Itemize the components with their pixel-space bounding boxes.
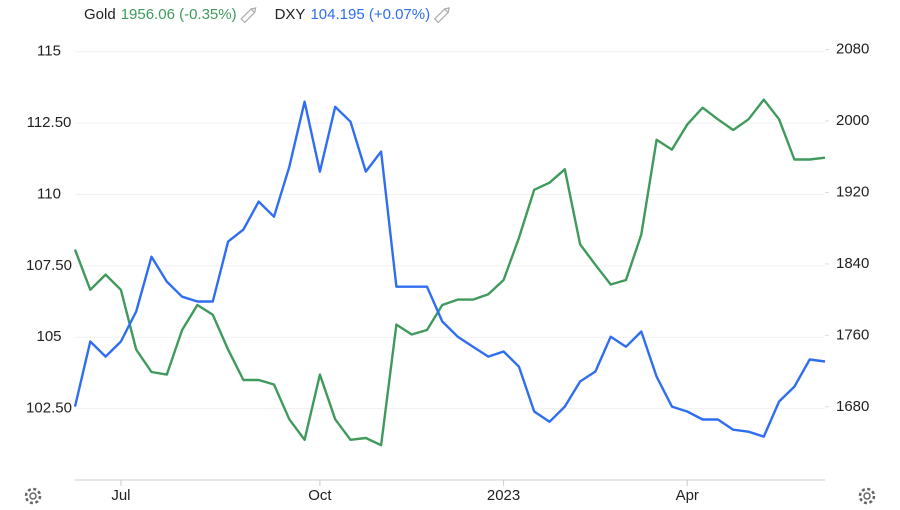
legend-name: Gold [84,6,116,23]
edit-icon[interactable] [240,6,257,24]
gear-hub [29,492,37,500]
legend-name: DXY [275,6,306,23]
y2-tick-label: 2000 [836,112,869,129]
x-tick-label: Oct [308,487,332,504]
pencil [240,8,256,24]
y2-tick-label: 1840 [836,255,869,272]
series-line [73,100,826,438]
gear [24,487,42,505]
legend-quote: 1956.06 (-0.35%) [121,6,237,23]
y2-tick-label: 1760 [836,326,869,343]
y-tick-label: 102.50 [26,400,72,417]
legend: Gold 1956.06 (-0.35%) DXY 104.195 (+0.07%) [84,6,451,24]
pencil-tip [444,7,450,13]
pencil-tip [250,7,257,13]
y-tick-label: 112.50 [27,114,72,131]
pencil [433,8,449,24]
legend-item: Gold 1956.06 (-0.35%) [84,6,257,24]
x-tick-label: 2023 [487,487,520,504]
x-tick-label: Jul [111,487,130,504]
edit-icon[interactable] [433,6,451,24]
y2-tick-label: 1920 [836,183,869,200]
settings-left[interactable] [24,487,42,505]
y-tick-label: 107.50 [26,257,72,274]
settings-right[interactable] [858,487,876,505]
x-tick-label: Apr [676,487,699,504]
gear [858,487,876,505]
y-tick-label: 115 [37,43,61,60]
y-tick-label: 110 [37,185,61,202]
y-tick-label: 105 [36,328,61,345]
y2-tick-label: 2080 [836,41,869,58]
y2-tick-label: 1680 [836,398,869,415]
series-line [73,98,826,447]
gear-hub [863,492,871,500]
legend-quote: 104.195 (+0.07%) [310,6,430,23]
legend-item: DXY 104.195 (+0.07%) [275,6,451,24]
